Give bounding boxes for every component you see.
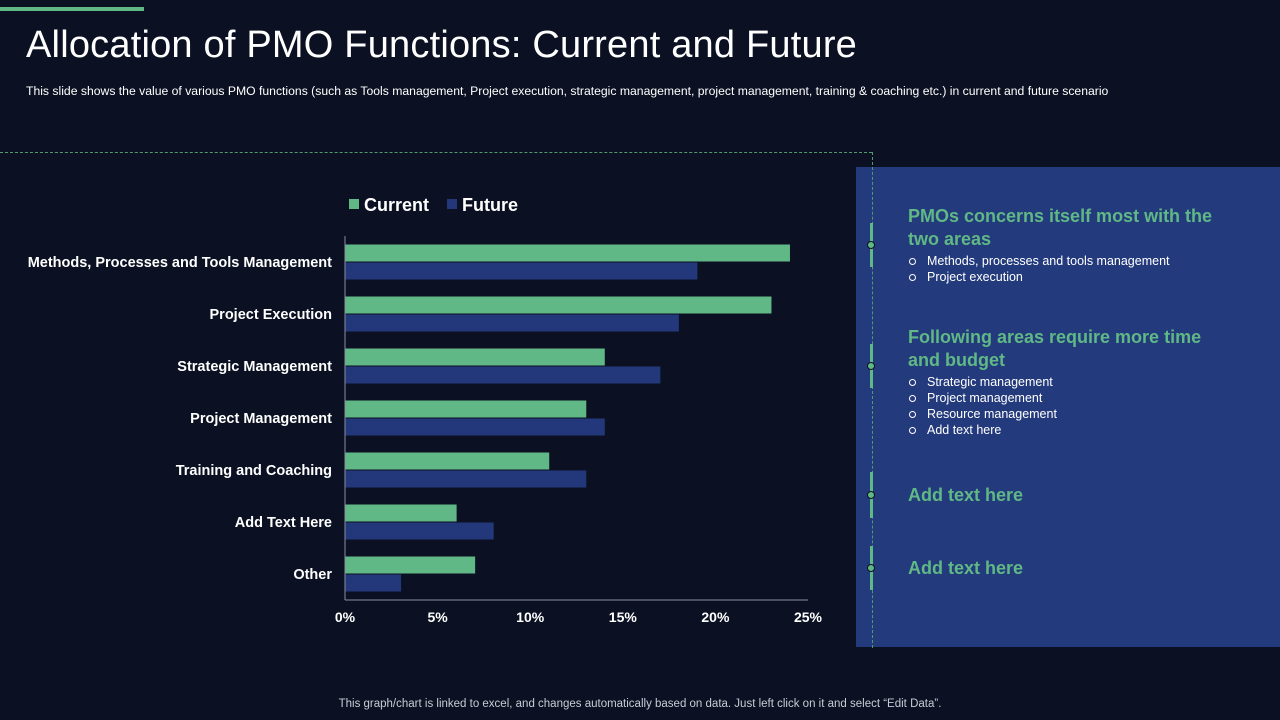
section-heading: PMOs concerns itself most with the two a… — [908, 206, 1213, 249]
bullet-item: Resource management — [908, 406, 1228, 422]
x-tick-label: 5% — [427, 609, 448, 625]
circle-bullet-icon — [909, 411, 916, 418]
bullet-item: Project management — [908, 390, 1228, 406]
bullet-list: Methods, processes and tools management … — [908, 253, 1228, 285]
legend-label-future: Future — [462, 195, 518, 215]
bar-current-1[interactable] — [345, 296, 772, 314]
bar-future-5[interactable] — [345, 522, 494, 540]
bar-current-0[interactable] — [345, 244, 790, 262]
bar-current-6[interactable] — [345, 556, 476, 574]
bullet-item: Add text here — [908, 422, 1228, 438]
legend-label-current: Current — [364, 195, 429, 215]
category-label: Project Management — [190, 411, 332, 427]
bullet-item: Strategic management — [908, 374, 1228, 390]
bar-future-6[interactable] — [345, 574, 402, 592]
bar-future-0[interactable] — [345, 262, 698, 280]
bar-future-2[interactable] — [345, 366, 661, 384]
timeline-node-4 — [867, 564, 875, 572]
circle-bullet-icon — [909, 274, 916, 281]
bullet-text: Add text here — [927, 423, 1002, 437]
bullet-text: Resource management — [927, 407, 1057, 421]
page-title: Allocation of PMO Functions: Current and… — [26, 24, 858, 66]
category-label: Project Execution — [210, 307, 332, 323]
circle-bullet-icon — [909, 395, 916, 402]
category-label: Training and Coaching — [176, 463, 332, 479]
top-accent-bar — [0, 7, 144, 11]
footer-note: This graph/chart is linked to excel, and… — [338, 698, 942, 710]
circle-bullet-icon — [909, 427, 916, 434]
category-label: Methods, Processes and Tools Management — [28, 255, 332, 271]
bar-future-4[interactable] — [345, 470, 587, 488]
insight-section-4: Add text here — [908, 557, 1228, 580]
bar-chart[interactable]: Methods, Processes and Tools Management P… — [0, 160, 850, 640]
insights-panel — [856, 167, 1280, 647]
category-label: Other — [293, 567, 332, 583]
section-heading: Add text here — [908, 558, 1024, 578]
bar-future-3[interactable] — [345, 418, 605, 436]
insight-section-3: Add text here — [908, 484, 1228, 507]
bullet-list: Strategic management Project management … — [908, 374, 1228, 438]
bullet-text: Methods, processes and tools management — [927, 254, 1170, 268]
x-tick-label: 10% — [516, 609, 545, 625]
bullet-item: Project execution — [908, 269, 1228, 285]
legend-swatch-future — [447, 199, 458, 209]
timeline-node-1 — [867, 241, 875, 249]
bar-current-2[interactable] — [345, 348, 605, 366]
bullet-text: Strategic management — [927, 375, 1053, 389]
insight-section-1: PMOs concerns itself most with the two a… — [908, 205, 1228, 285]
bullet-item: Methods, processes and tools management — [908, 253, 1228, 269]
x-tick-label: 0% — [335, 609, 356, 625]
category-label: Strategic Management — [177, 359, 332, 375]
dashed-divider — [0, 152, 872, 153]
category-label: Add Text Here — [235, 515, 332, 531]
bar-future-1[interactable] — [345, 314, 679, 332]
circle-bullet-icon — [909, 258, 916, 265]
page-subtitle: This slide shows the value of various PM… — [26, 84, 1109, 98]
timeline-line — [872, 152, 873, 648]
bar-current-5[interactable] — [345, 504, 457, 522]
bullet-text: Project execution — [927, 270, 1023, 284]
x-tick-label: 25% — [794, 609, 823, 625]
section-heading: Following areas require more time and bu… — [908, 327, 1202, 370]
bullet-text: Project management — [927, 391, 1043, 405]
timeline-node-3 — [867, 491, 875, 499]
timeline-node-2 — [867, 362, 875, 370]
x-tick-label: 20% — [701, 609, 730, 625]
bar-current-4[interactable] — [345, 452, 550, 470]
bar-current-3[interactable] — [345, 400, 587, 418]
circle-bullet-icon — [909, 379, 916, 386]
legend-swatch-current — [349, 199, 359, 209]
x-tick-label: 15% — [609, 609, 638, 625]
section-heading: Add text here — [908, 485, 1024, 505]
insight-section-2: Following areas require more time and bu… — [908, 326, 1228, 438]
